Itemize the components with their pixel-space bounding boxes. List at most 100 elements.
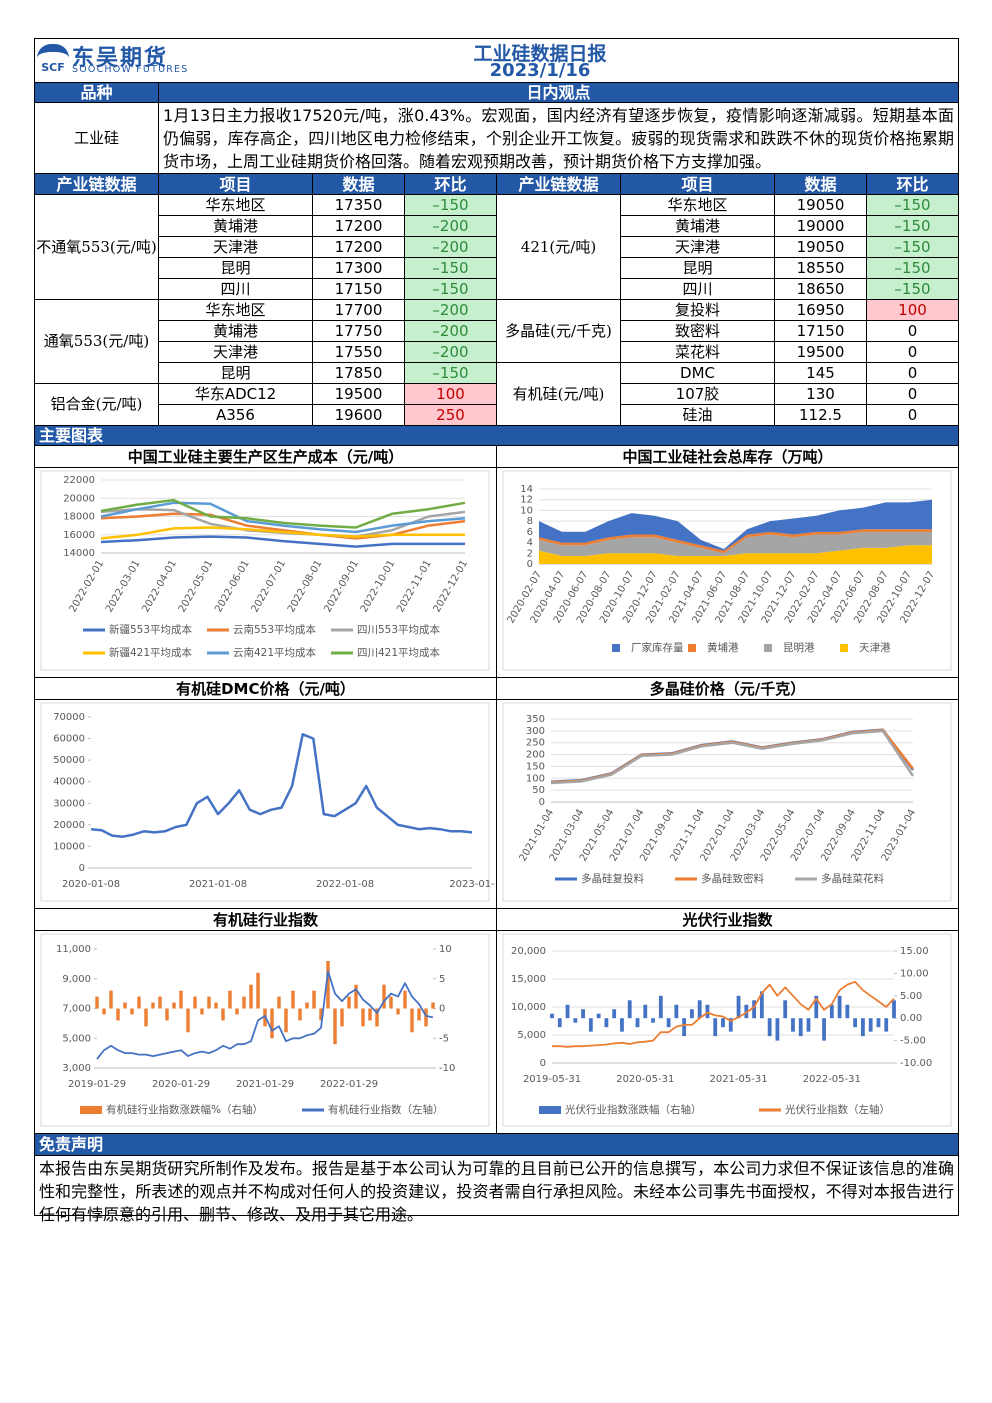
bar (783, 1000, 788, 1019)
y-tick-label: 22000 (63, 475, 95, 486)
bar (193, 996, 197, 1009)
section-bar: 日内观点 (158, 82, 959, 103)
chart-frame (502, 470, 952, 671)
bar (333, 1008, 337, 1045)
x-tick-label: 2021-05-31 (709, 1074, 767, 1085)
bar (221, 1008, 225, 1021)
bar (347, 996, 351, 1009)
legend-swatch (840, 644, 848, 652)
table-header: 环比 (404, 173, 497, 195)
legend-label: 黄埔港 (707, 641, 739, 654)
change: 0 (866, 320, 959, 342)
item-name: 华东地区 (620, 194, 775, 216)
y-tick-label: 0 (527, 559, 533, 570)
y-tick-label: 30000 (53, 798, 85, 809)
change: –200 (404, 341, 497, 363)
bar (697, 1000, 702, 1019)
bar (837, 995, 842, 1019)
bar (214, 1002, 218, 1009)
group-label: 不通氧553(元/吨) (34, 194, 159, 300)
series-line (100, 501, 466, 534)
price: 112.5 (774, 404, 867, 426)
x-tick-label: 2019-01-29 (68, 1079, 126, 1090)
bar (319, 1008, 323, 1021)
table-header: 产业链数据 (496, 173, 621, 195)
item-name: 天津港 (158, 236, 313, 258)
bar (798, 1018, 803, 1037)
legend-label: 有机硅行业指数（左轴） (328, 1103, 444, 1116)
bar (417, 1008, 421, 1021)
item-name: 天津港 (158, 341, 313, 363)
price: 19500 (312, 383, 405, 405)
group-label: 多晶硅(元/千克) (496, 299, 621, 363)
bar (728, 1018, 733, 1032)
bar (256, 972, 260, 1009)
table-header: 数据 (774, 173, 867, 195)
bar (95, 996, 99, 1009)
price: 17350 (312, 194, 405, 216)
bar (242, 996, 246, 1009)
y-tick-label: 5,000 (62, 1033, 91, 1044)
viewpoint-text: 1月13日主力报收17520元/吨，涨0.43%。宏观面，国内经济有望逐步恢复，… (158, 102, 959, 174)
y-tick-label: -10 (439, 1063, 455, 1074)
bar (892, 1000, 896, 1019)
legend-label: 新疆553平均成本 (109, 623, 193, 636)
price: 17150 (774, 320, 867, 342)
y-tick-label: 15.00 (900, 946, 929, 957)
y-tick-label: 100 (526, 773, 545, 784)
bar (361, 1008, 365, 1027)
change: –150 (866, 278, 959, 300)
change: –200 (404, 236, 497, 258)
bar (651, 1018, 655, 1023)
bar (627, 1000, 632, 1019)
chart-panel: 0 50 100 150 200 250 300 350 2021-01-04 2021-03-0… (496, 699, 959, 909)
bar (822, 1018, 826, 1041)
bar (396, 1008, 400, 1015)
legend-label: 四川553平均成本 (357, 623, 441, 636)
y-tick-label: 9,000 (62, 974, 91, 985)
item-name: 复投料 (620, 299, 775, 321)
bar (690, 1009, 694, 1019)
bar (775, 1018, 780, 1041)
product-name: 工业硅 (34, 102, 159, 174)
chart-title: 光伏行业指数 (496, 908, 959, 931)
change: –150 (404, 194, 497, 216)
bar (588, 1018, 593, 1032)
chart-panel: 3,000 5,000 7,000 9,000 11,000 -10 -5 0 5 10 2019-… (34, 930, 497, 1134)
change: 0 (866, 404, 959, 426)
bar (573, 1018, 578, 1023)
y-tick-label: 5,000 (517, 1030, 546, 1041)
y-tick-label: 350 (526, 714, 545, 725)
bar (200, 1008, 204, 1015)
y-tick-label: 60000 (53, 734, 85, 745)
bar (736, 995, 741, 1019)
bar (116, 1008, 120, 1021)
y-tick-label: 200 (526, 750, 545, 761)
bar (284, 1008, 288, 1033)
series-line (100, 498, 466, 529)
bar (682, 1018, 687, 1037)
y-tick-label: 5.00 (900, 991, 922, 1002)
y-tick-label: 16000 (63, 530, 95, 541)
y-tick-label: 2 (527, 548, 533, 559)
bar (305, 1002, 309, 1009)
report-title: 工业硅数据日报 (473, 43, 607, 65)
bar (861, 1018, 865, 1037)
bar (130, 1008, 134, 1015)
bar (759, 991, 764, 1019)
group-label: 有机硅(元/吨) (496, 362, 621, 426)
group-label: 通氧553(元/吨) (34, 299, 159, 384)
y-tick-label: 50 (532, 785, 545, 796)
section-bar: 品种 (34, 82, 159, 103)
price: 17550 (312, 341, 405, 363)
chart-title: 有机硅DMC价格（元/吨） (34, 677, 497, 700)
bar (674, 1004, 679, 1019)
bar (102, 1008, 106, 1015)
series-area (539, 531, 932, 556)
item-name: 华东ADC12 (158, 383, 313, 405)
chart: 0 10000 20000 30000 40000 50000 60000 70000 2020… (40, 702, 495, 902)
price: 17300 (312, 257, 405, 279)
price: 17200 (312, 236, 405, 258)
bar (721, 1018, 725, 1028)
chart-panel: 0 5,000 10,000 15,000 20,000 -10.00 -5.00 0.00 5… (496, 930, 959, 1134)
